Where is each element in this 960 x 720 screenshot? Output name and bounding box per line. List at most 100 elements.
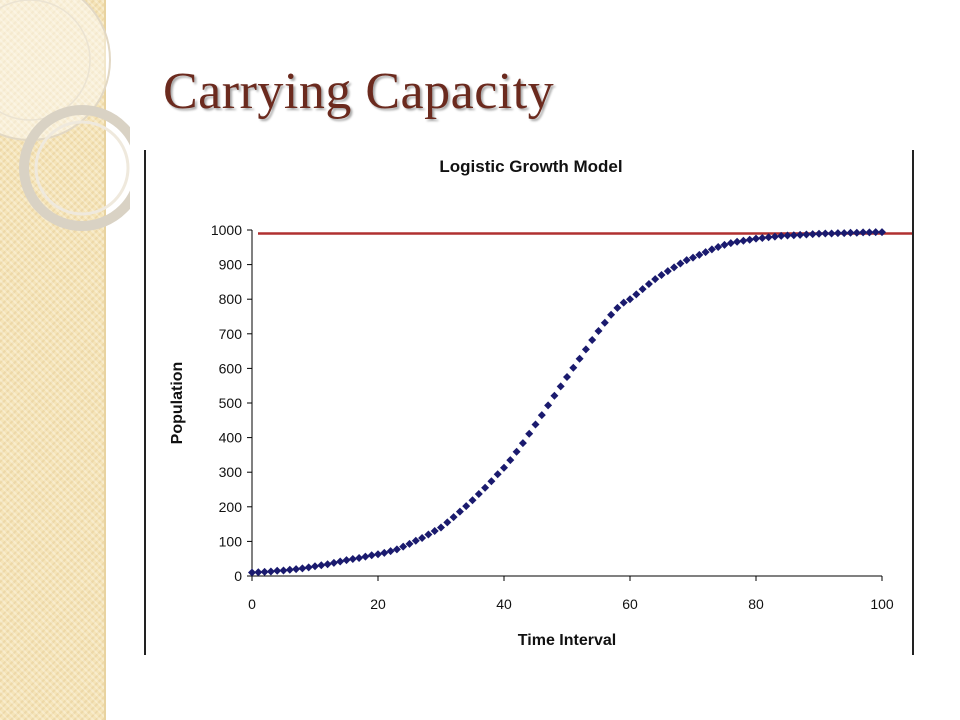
data-point (638, 285, 647, 294)
x-tick-label: 40 (496, 596, 512, 612)
data-point (424, 530, 433, 539)
y-tick-label: 800 (219, 291, 243, 307)
data-point (329, 558, 338, 567)
data-point (298, 564, 307, 573)
data-point (500, 463, 508, 472)
data-point (506, 456, 515, 465)
y-tick-label: 1000 (211, 222, 242, 238)
data-point (487, 477, 496, 486)
data-point (657, 270, 666, 279)
data-point (758, 233, 767, 242)
data-point (556, 382, 565, 391)
data-point (493, 470, 502, 479)
data-point (827, 229, 836, 238)
data-point (405, 539, 414, 548)
data-point (260, 567, 269, 576)
y-tick-label: 200 (219, 499, 243, 515)
data-point (859, 228, 868, 237)
data-point (581, 345, 590, 354)
data-point (632, 290, 641, 299)
data-point (783, 231, 792, 240)
x-tick-label: 100 (870, 596, 894, 612)
x-tick-label: 0 (248, 596, 256, 612)
data-point (374, 550, 382, 559)
logistic-growth-chart: Logistic Growth Model Time Interval Popu… (169, 157, 912, 649)
slide-title: Carrying Capacity (163, 63, 555, 120)
data-point (537, 411, 546, 420)
x-axis-label: Time Interval (518, 632, 616, 649)
chart-frame: Logistic Growth Model Time Interval Popu… (144, 150, 914, 655)
data-point (399, 542, 408, 551)
data-point (411, 536, 420, 545)
data-point (777, 231, 786, 240)
data-point (443, 518, 452, 527)
data-point (651, 275, 660, 284)
data-point (392, 545, 401, 554)
y-axis-label: Population (169, 362, 186, 445)
data-point (317, 561, 326, 570)
data-point (285, 565, 294, 574)
data-point (418, 533, 427, 542)
data-point (846, 228, 855, 237)
data-point (789, 231, 798, 240)
data-points (248, 228, 886, 577)
y-tick-label: 400 (219, 430, 243, 446)
data-point (437, 523, 445, 532)
data-point (575, 354, 584, 363)
y-tick-label: 900 (219, 257, 243, 273)
data-point (531, 420, 540, 429)
data-point (796, 230, 805, 239)
data-point (695, 250, 704, 259)
data-point (550, 391, 559, 400)
axes (251, 230, 882, 577)
data-point (600, 318, 609, 327)
data-point (311, 562, 319, 571)
y-tick-label: 0 (234, 568, 242, 584)
data-point (663, 267, 672, 276)
data-point (594, 327, 603, 336)
data-point (707, 245, 716, 254)
data-point (802, 230, 811, 239)
data-point (348, 555, 357, 564)
data-point (821, 229, 830, 238)
y-tick-label: 100 (219, 533, 243, 549)
data-point (462, 502, 471, 511)
data-point (770, 232, 779, 241)
x-tick-label: 80 (748, 596, 764, 612)
data-point (588, 336, 597, 345)
decorative-side-band (0, 0, 106, 720)
x-tick-label: 60 (622, 596, 638, 612)
data-point (626, 295, 634, 304)
data-point (569, 363, 578, 372)
data-point (871, 228, 880, 237)
data-point (752, 234, 760, 243)
data-point (361, 552, 370, 561)
data-point (852, 228, 861, 237)
data-point (481, 483, 490, 492)
data-point (878, 228, 886, 237)
data-point (739, 236, 748, 245)
data-point (430, 527, 439, 536)
data-point (455, 507, 464, 516)
data-point (764, 233, 773, 242)
data-point (563, 373, 571, 382)
data-point (367, 551, 376, 560)
y-axis-ticks: 0 100 200 300 400 500 600 700 800 900 1000 (211, 222, 252, 584)
data-point (613, 303, 622, 312)
data-point (865, 228, 874, 237)
data-point (304, 563, 313, 572)
data-point (815, 229, 823, 238)
y-tick-label: 300 (219, 464, 243, 480)
data-point (512, 447, 521, 456)
data-point (726, 239, 735, 248)
data-point (733, 237, 742, 246)
data-point (380, 548, 389, 557)
data-point (355, 554, 364, 563)
data-point (449, 513, 458, 522)
data-point (254, 568, 263, 577)
data-point (720, 240, 729, 249)
data-point (619, 298, 628, 307)
x-axis-ticks: 0 20 40 60 80 100 (248, 576, 894, 612)
data-point (279, 566, 288, 575)
